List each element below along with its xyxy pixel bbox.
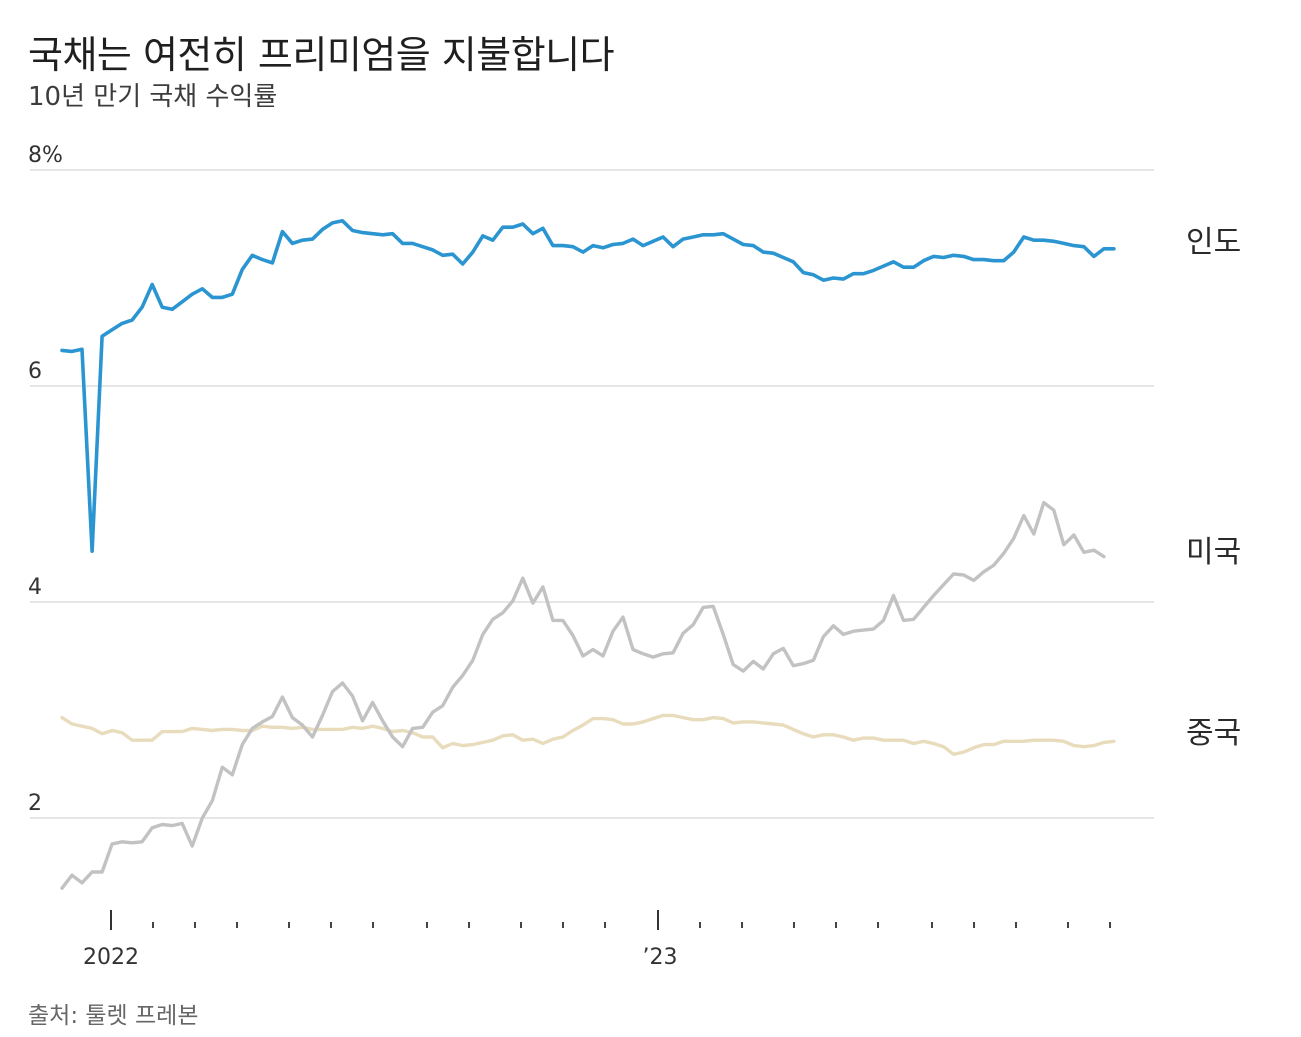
- series-label: 인도: [1186, 225, 1241, 260]
- x-tick-label: ’23: [643, 945, 678, 970]
- series-label: 중국: [1186, 716, 1241, 751]
- y-tick-labels: 2 4 6 8%: [28, 143, 63, 816]
- series-line-china: [60, 713, 1116, 756]
- y-tick-label: 8%: [28, 143, 63, 168]
- x-axis: 2022 ’23: [83, 910, 1111, 970]
- chart-title: 국채는 여전히 프리미엄을 지불합니다: [28, 33, 615, 77]
- series-line-us: [60, 500, 1106, 890]
- gridlines: [30, 169, 1154, 819]
- y-tick-label: 4: [28, 575, 42, 600]
- x-tick-label: 2022: [83, 945, 139, 970]
- source-note: 출처: 툴렛 프레본: [28, 1003, 199, 1029]
- series-line-india: [60, 219, 1116, 554]
- series-label: 미국: [1186, 535, 1241, 570]
- y-tick-label: 6: [28, 359, 42, 384]
- series-lines: [60, 219, 1116, 890]
- chart-subtitle: 10년 만기 국채 수익률: [28, 82, 278, 112]
- y-tick-label: 2: [28, 791, 42, 816]
